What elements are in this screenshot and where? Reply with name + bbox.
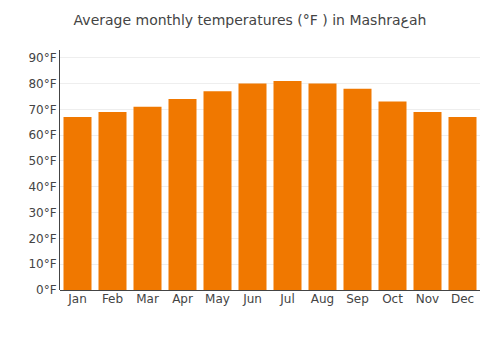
- svg-text:20°F: 20°F: [28, 232, 56, 246]
- svg-text:50°F: 50°F: [28, 154, 56, 168]
- svg-text:40°F: 40°F: [28, 180, 56, 194]
- svg-text:30°F: 30°F: [28, 206, 56, 220]
- svg-text:90°F: 90°F: [28, 51, 56, 65]
- svg-text:Apr: Apr: [172, 292, 193, 306]
- svg-text:80°F: 80°F: [28, 77, 56, 91]
- svg-text:Sep: Sep: [346, 292, 369, 306]
- svg-text:Mar: Mar: [136, 292, 159, 306]
- svg-text:May: May: [205, 292, 230, 306]
- svg-text:Average monthly temperatures (: Average monthly temperatures (°F ) in Ma…: [74, 12, 427, 29]
- svg-text:Aug: Aug: [311, 292, 334, 306]
- svg-text:Jan: Jan: [67, 292, 87, 306]
- svg-text:Dec: Dec: [451, 292, 474, 306]
- svg-text:70°F: 70°F: [28, 103, 56, 117]
- svg-text:Jul: Jul: [279, 292, 294, 306]
- svg-text:Feb: Feb: [102, 292, 123, 306]
- svg-text:Oct: Oct: [382, 292, 403, 306]
- svg-text:Nov: Nov: [416, 292, 439, 306]
- svg-text:60°F: 60°F: [28, 128, 56, 142]
- svg-text:10°F: 10°F: [28, 257, 56, 271]
- svg-text:Jun: Jun: [242, 292, 262, 306]
- svg-text:0°F: 0°F: [36, 283, 57, 297]
